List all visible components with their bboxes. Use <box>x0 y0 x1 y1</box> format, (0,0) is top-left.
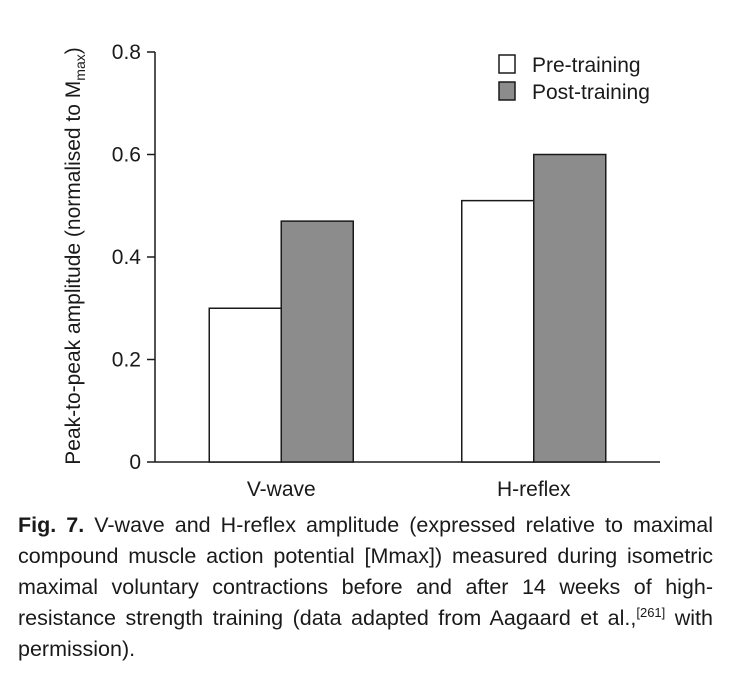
bars <box>208 153 607 463</box>
legend: Pre-training Post-training <box>498 54 650 104</box>
y-axis-label-subscript: max <box>72 54 88 80</box>
legend-label: Pre-training <box>532 54 641 77</box>
bar-chart: V-wave H-reflex 0 0.2 0.4 0.6 0.8 Pre-trainin… <box>62 41 660 501</box>
caption-label: Fig. 7. <box>18 513 85 537</box>
y-axis-label: Peak-to-peak amplitude (normalised to Mm… <box>62 47 88 464</box>
figure-caption: Fig. 7. V-wave and H-reflex amplitude (e… <box>18 510 713 665</box>
bar-v-wave-pre-training <box>208 307 282 463</box>
bar-h-reflex-pre-training <box>461 199 535 463</box>
y-tick-label: 0.8 <box>112 41 141 64</box>
y-tick-label: 0.2 <box>112 349 141 372</box>
legend-swatch <box>498 81 516 101</box>
caption-text: V-wave and H-reflex amplitude (expressed… <box>18 513 713 630</box>
y-ticks: 0 0.2 0.4 0.6 0.8 <box>112 41 155 474</box>
y-tick-label: 0 <box>129 451 141 474</box>
x-tick-label: H-reflex <box>497 478 571 501</box>
legend-label: Post-training <box>532 81 650 104</box>
legend-swatch <box>498 54 516 74</box>
bar-v-wave-post-training <box>280 220 354 463</box>
bar-h-reflex-post-training <box>533 153 607 463</box>
caption-end: with permission). <box>18 606 713 661</box>
caption-reference: [261] <box>636 604 666 620</box>
y-axis-label-close: ) <box>62 47 85 54</box>
y-axis-label-main: Peak-to-peak amplitude (normalised to M <box>62 81 85 465</box>
x-tick-label: V-wave <box>247 478 316 501</box>
x-tick-labels: V-wave H-reflex <box>247 478 571 501</box>
y-tick-label: 0.4 <box>112 246 142 269</box>
y-tick-label: 0.6 <box>112 144 141 167</box>
